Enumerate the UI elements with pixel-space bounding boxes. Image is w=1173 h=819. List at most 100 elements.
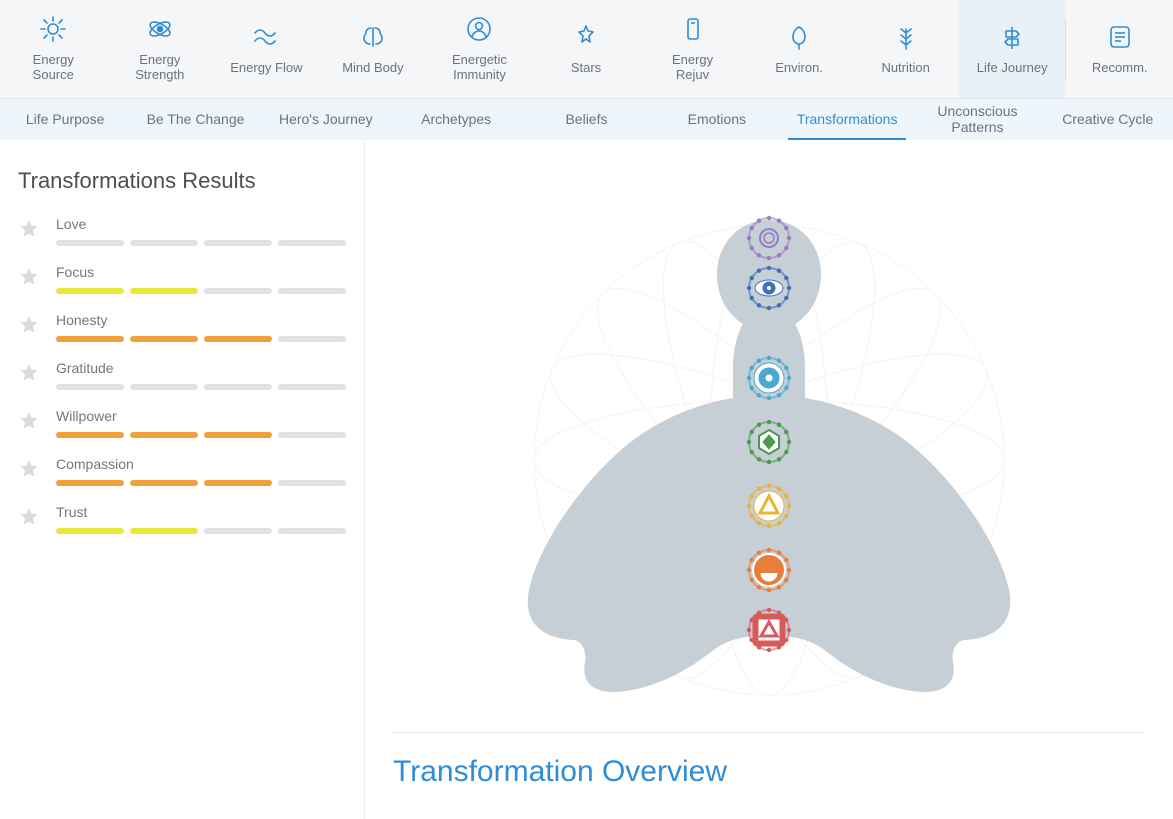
person-circle-icon — [465, 15, 493, 43]
bar-segment — [278, 432, 346, 438]
result-label: Gratitude — [56, 360, 346, 376]
topnav-item-energy-source[interactable]: Energy Source — [0, 0, 107, 98]
topnav-item-energy-strength[interactable]: Energy Strength — [107, 0, 214, 98]
wheat-icon — [892, 23, 920, 51]
topnav-item-nutrition[interactable]: Nutrition — [852, 0, 959, 98]
signpost-icon — [998, 23, 1026, 51]
note-icon — [1106, 23, 1134, 51]
waves-icon — [252, 23, 280, 51]
bar-segment — [130, 336, 198, 342]
bar-segment — [130, 384, 198, 390]
overview-title: Transformation Overview — [393, 755, 1145, 789]
topnav-item-energy-rejuv[interactable]: Energy Rejuv — [639, 0, 746, 98]
bar-segment — [56, 432, 124, 438]
result-label: Trust — [56, 504, 346, 520]
topnav-item-stars[interactable]: Stars — [533, 0, 640, 98]
bar-segment — [204, 528, 272, 534]
bar-segment — [56, 528, 124, 534]
result-label: Love — [56, 216, 346, 232]
subnav-item-emotions[interactable]: Emotions — [652, 99, 782, 140]
subnav-item-transformations[interactable]: Transformations — [782, 99, 912, 140]
bar-segment — [130, 288, 198, 294]
bar-segment — [278, 480, 346, 486]
bar-segment — [278, 528, 346, 534]
star-icon[interactable] — [18, 362, 40, 384]
result-row: Trust — [18, 504, 346, 534]
result-row: Compassion — [18, 456, 346, 486]
topnav-separator — [1065, 0, 1066, 98]
result-body: Focus — [56, 264, 346, 294]
topnav-label: Energy Flow — [230, 61, 302, 76]
subnav-item-life-purpose[interactable]: Life Purpose — [0, 99, 130, 140]
topnav-item-life-journey[interactable]: Life Journey — [959, 0, 1066, 98]
bar-segment — [56, 288, 124, 294]
subnav-item-hero-s-journey[interactable]: Hero's Journey — [261, 99, 391, 140]
result-row: Honesty — [18, 312, 346, 342]
brain-icon — [359, 23, 387, 51]
subnav-item-be-the-change[interactable]: Be The Change — [130, 99, 260, 140]
result-body: Love — [56, 216, 346, 246]
star-icon[interactable] — [18, 506, 40, 528]
top-nav: Energy Source Energy Strength Energy Flow M… — [0, 0, 1173, 98]
result-body: Compassion — [56, 456, 346, 486]
result-bar — [56, 480, 346, 486]
bar-segment — [130, 240, 198, 246]
result-body: Willpower — [56, 408, 346, 438]
main-content: Transformations Results Love Focus Honesty… — [0, 140, 1173, 819]
topnav-item-mind-body[interactable]: Mind Body — [320, 0, 427, 98]
result-bar — [56, 432, 346, 438]
star-icon[interactable] — [18, 410, 40, 432]
result-bar — [56, 528, 346, 534]
subnav-item-unconscious-patterns[interactable]: Unconscious Patterns — [912, 99, 1042, 140]
topnav-item-energetic-immunity[interactable]: Energetic Immunity — [426, 0, 533, 98]
topnav-label: Energy Strength — [135, 53, 184, 83]
bar-segment — [204, 288, 272, 294]
meditation-figure-icon — [489, 180, 1049, 700]
topnav-label: Energy Source — [33, 53, 74, 83]
star-icon[interactable] — [18, 314, 40, 336]
topnav-item-environ-[interactable]: Environ. — [746, 0, 853, 98]
topnav-label: Nutrition — [881, 61, 929, 76]
results-title: Transformations Results — [18, 168, 346, 194]
result-body: Honesty — [56, 312, 346, 342]
result-label: Compassion — [56, 456, 346, 472]
star-icon[interactable] — [18, 266, 40, 288]
results-panel: Transformations Results Love Focus Honesty… — [0, 140, 365, 819]
topnav-item-energy-flow[interactable]: Energy Flow — [213, 0, 320, 98]
bar-segment — [56, 336, 124, 342]
subnav-item-creative-cycle[interactable]: Creative Cycle — [1043, 99, 1173, 140]
result-row: Willpower — [18, 408, 346, 438]
subnav-item-beliefs[interactable]: Beliefs — [521, 99, 651, 140]
result-label: Honesty — [56, 312, 346, 328]
result-row: Gratitude — [18, 360, 346, 390]
bar-segment — [130, 528, 198, 534]
result-bar — [56, 288, 346, 294]
topnav-label: Stars — [571, 61, 601, 76]
result-bar — [56, 384, 346, 390]
tree-icon — [785, 23, 813, 51]
bar-segment — [278, 240, 346, 246]
chakra-figure — [393, 160, 1145, 720]
star-icon[interactable] — [18, 218, 40, 240]
result-bar — [56, 240, 346, 246]
result-body: Trust — [56, 504, 346, 534]
sub-nav: Life PurposeBe The ChangeHero's JourneyA… — [0, 98, 1173, 140]
bar-segment — [278, 384, 346, 390]
result-body: Gratitude — [56, 360, 346, 390]
bar-segment — [56, 240, 124, 246]
bar-segment — [204, 240, 272, 246]
result-bar — [56, 336, 346, 342]
bar-segment — [204, 384, 272, 390]
bar-segment — [130, 432, 198, 438]
bar-segment — [56, 384, 124, 390]
result-row: Love — [18, 216, 346, 246]
results-list: Love Focus Honesty Gratitude Willpower Compas… — [18, 216, 346, 534]
overview-panel: Transformation Overview — [365, 140, 1173, 819]
bar-segment — [204, 432, 272, 438]
section-divider — [393, 732, 1145, 733]
subnav-item-archetypes[interactable]: Archetypes — [391, 99, 521, 140]
star-icon[interactable] — [18, 458, 40, 480]
topnav-item-recomm-[interactable]: Recomm. — [1066, 0, 1173, 98]
topnav-label: Energetic Immunity — [452, 53, 507, 83]
result-row: Focus — [18, 264, 346, 294]
